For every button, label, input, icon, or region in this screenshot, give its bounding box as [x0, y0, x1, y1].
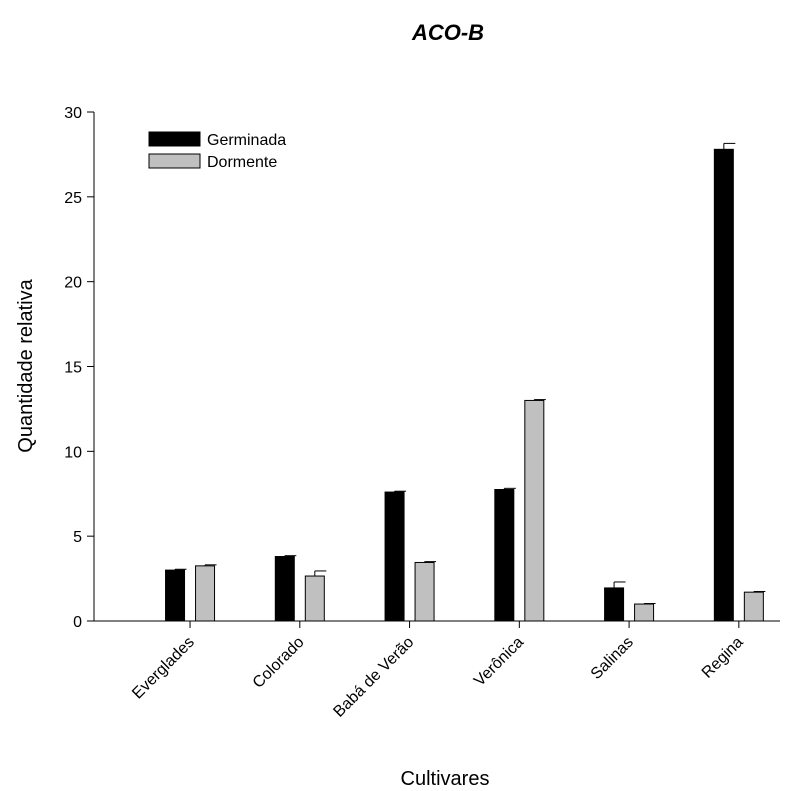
- x-tick-label: Regina: [699, 634, 747, 682]
- y-tick-label: 10: [64, 444, 82, 461]
- chart-title: ACO-B: [411, 20, 484, 45]
- x-tick-label: Colorado: [250, 634, 308, 692]
- bar-dormente: [634, 603, 655, 622]
- bar-dormente: [743, 591, 764, 622]
- y-tick-label: 25: [64, 190, 82, 207]
- x-axis-label: Cultivares: [401, 768, 490, 790]
- y-tick-label: 0: [73, 614, 82, 631]
- bar-germinada: [274, 556, 295, 622]
- legend-swatch-dormente: [148, 153, 201, 169]
- legend: Germinada Dormente: [148, 131, 286, 171]
- x-tick-label: Everglades: [129, 634, 198, 703]
- x-tick-label: Babá de Verão: [331, 634, 418, 721]
- x-tick-label: Verônica: [471, 634, 527, 690]
- y-tick-label: 20: [64, 275, 82, 292]
- y-tick-label: 15: [64, 360, 82, 377]
- bar-germinada: [604, 587, 625, 622]
- legend-swatch-germinada: [148, 131, 201, 147]
- x-tick-label: Salinas: [588, 634, 637, 683]
- bar-dormente: [524, 399, 545, 622]
- y-axis-label: Quantidade relativa: [15, 278, 37, 452]
- bar-dormente: [414, 561, 435, 622]
- plot-area: 0 5 10 15 20 25 30 Everglades Colorado Babá de Ve…: [64, 105, 780, 721]
- bar-germinada: [713, 148, 734, 622]
- legend-label-germinada: Germinada: [207, 132, 286, 149]
- bar-germinada: [165, 569, 186, 622]
- bar-germinada: [384, 491, 405, 622]
- legend-label-dormente: Dormente: [207, 154, 277, 171]
- bar-dormente: [195, 565, 216, 622]
- y-tick-label: 5: [73, 529, 82, 546]
- y-tick-label: 30: [64, 105, 82, 122]
- bar-germinada: [494, 489, 515, 622]
- bar-dormente: [304, 575, 325, 622]
